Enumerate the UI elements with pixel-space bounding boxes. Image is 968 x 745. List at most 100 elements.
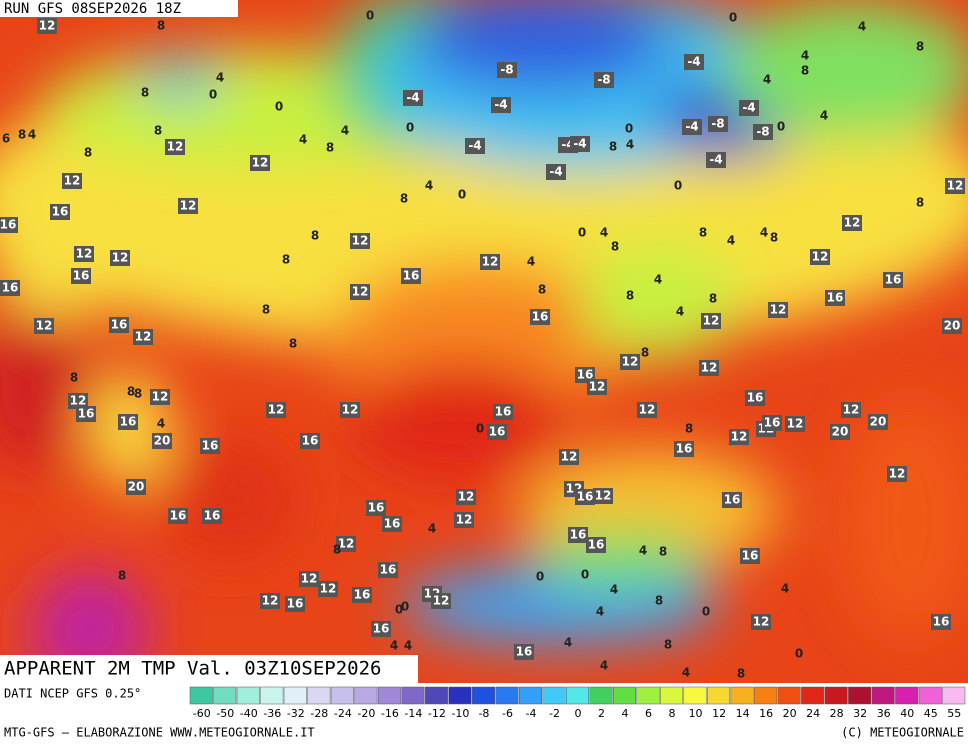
temperature-label: 16 bbox=[373, 622, 390, 636]
temperature-label: 0 bbox=[536, 570, 544, 584]
temperature-label: 16 bbox=[489, 425, 506, 439]
legend-tick-label: -28 bbox=[310, 707, 328, 720]
label-box bbox=[575, 489, 595, 505]
legend-tick-label: 40 bbox=[900, 707, 914, 720]
label-box bbox=[674, 441, 694, 457]
temperature-label: 16 bbox=[202, 439, 219, 453]
label-box bbox=[456, 489, 476, 505]
label-box bbox=[931, 614, 951, 630]
temperature-label: 4 bbox=[157, 417, 165, 431]
temperature-label: 4 bbox=[639, 544, 647, 558]
temperature-label: 6 bbox=[2, 132, 10, 146]
label-box bbox=[165, 139, 185, 155]
label-box bbox=[250, 155, 270, 171]
temperature-label: 4 bbox=[781, 582, 789, 596]
legend-swatch bbox=[236, 686, 260, 705]
temperature-label: -4 bbox=[742, 101, 755, 115]
temperature-label: 12 bbox=[482, 255, 499, 269]
temperature-label: 16 bbox=[495, 405, 512, 419]
temperature-label: 4 bbox=[425, 179, 433, 193]
label-box bbox=[722, 492, 742, 508]
temperature-label: 16 bbox=[52, 205, 69, 219]
label-box bbox=[133, 329, 153, 345]
legend-swatch bbox=[307, 686, 331, 705]
label-box bbox=[378, 562, 398, 578]
temperature-label: 4 bbox=[216, 71, 224, 85]
temperature-label: 12 bbox=[458, 490, 475, 504]
temperature-label: 12 bbox=[947, 179, 964, 193]
legend-swatch bbox=[542, 686, 566, 705]
legend-tick-label: -24 bbox=[334, 707, 352, 720]
label-box bbox=[352, 587, 372, 603]
temperature-label: 20 bbox=[154, 434, 171, 448]
legend-swatch bbox=[448, 686, 472, 705]
legend-swatch bbox=[871, 686, 895, 705]
map-title: APPARENT 2M TMP Val. 03Z10SEP2026 bbox=[4, 658, 382, 680]
temperature-label: 0 bbox=[795, 647, 803, 661]
legend-tick-label: 24 bbox=[806, 707, 820, 720]
legend-tick-label: -40 bbox=[240, 707, 258, 720]
temperature-label: 8 bbox=[609, 140, 617, 154]
legend-tick-label: 45 bbox=[924, 707, 938, 720]
legend-tick-label: 2 bbox=[598, 707, 605, 720]
temperature-label: 8 bbox=[154, 124, 162, 138]
temperature-label: 16 bbox=[747, 391, 764, 405]
temperature-label: 8 bbox=[326, 141, 334, 155]
temperature-label: 12 bbox=[301, 572, 318, 586]
temperature-label: 0 bbox=[401, 600, 409, 614]
temperature-label: 8 bbox=[333, 543, 341, 557]
label-box bbox=[637, 402, 657, 418]
label-box bbox=[739, 100, 759, 116]
label-box bbox=[480, 254, 500, 270]
label-box bbox=[491, 97, 511, 113]
legend-tick-label: -32 bbox=[287, 707, 305, 720]
temperature-label: 4 bbox=[341, 124, 349, 138]
label-box bbox=[382, 516, 402, 532]
temperature-label: -8 bbox=[597, 73, 610, 87]
legend-swatch bbox=[824, 686, 848, 705]
label-box bbox=[0, 280, 20, 296]
legend-swatch bbox=[283, 686, 307, 705]
temperature-label: 16 bbox=[368, 501, 385, 515]
title-box bbox=[0, 655, 418, 683]
temperature-label: 8 bbox=[709, 292, 717, 306]
temperature-label: -8 bbox=[756, 125, 769, 139]
label-box bbox=[753, 124, 773, 140]
temperature-label: 16 bbox=[380, 563, 397, 577]
temperature-label: 12 bbox=[167, 140, 184, 154]
temperature-label: 0 bbox=[366, 9, 374, 23]
temperature-label: 12 bbox=[338, 537, 355, 551]
label-box bbox=[587, 379, 607, 395]
temperature-label: 0 bbox=[702, 605, 710, 619]
temperature-label: 4 bbox=[600, 226, 608, 240]
temperature-label: 4 bbox=[727, 234, 735, 248]
legend-tick-label: -8 bbox=[478, 707, 489, 720]
legend-tick-label: 16 bbox=[759, 707, 773, 720]
label-box bbox=[497, 62, 517, 78]
temperature-label: 4 bbox=[626, 138, 634, 152]
temperature-label: 4 bbox=[299, 133, 307, 147]
label-box bbox=[842, 215, 862, 231]
legend-tick-label: -16 bbox=[381, 707, 399, 720]
label-box bbox=[178, 198, 198, 214]
legend-tick-label: 28 bbox=[830, 707, 844, 720]
legend-tick-label: -10 bbox=[451, 707, 469, 720]
label-box bbox=[110, 250, 130, 266]
temperature-label: 8 bbox=[18, 128, 26, 142]
legend-tick-label: 6 bbox=[645, 707, 652, 720]
temperature-label: 4 bbox=[428, 522, 436, 536]
temperature-label: 12 bbox=[39, 19, 56, 33]
temperature-label: 12 bbox=[180, 199, 197, 213]
temperature-label: 4 bbox=[28, 128, 36, 142]
temperature-label: 12 bbox=[135, 330, 152, 344]
legend-swatch bbox=[777, 686, 801, 705]
temperature-label: 16 bbox=[403, 269, 420, 283]
temperature-label: 12 bbox=[731, 430, 748, 444]
temperature-label: 8 bbox=[157, 19, 165, 33]
temperature-label: 16 bbox=[354, 588, 371, 602]
temperature-label: 16 bbox=[120, 415, 137, 429]
temperature-label: 20 bbox=[870, 415, 887, 429]
temperature-label: 8 bbox=[311, 229, 319, 243]
legend-tick-label: 4 bbox=[622, 707, 629, 720]
temperature-label: 4 bbox=[390, 639, 398, 653]
